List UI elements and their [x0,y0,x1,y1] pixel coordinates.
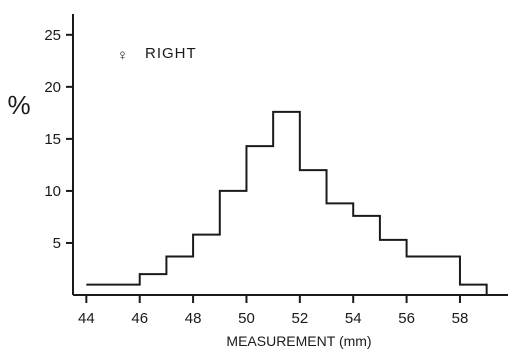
x-tick-label: 58 [452,310,469,327]
histogram-bin [86,285,139,295]
histogram-bin [407,256,460,295]
y-axis-label: % [7,90,30,120]
x-ticks: 44 46 48 50 52 54 56 58 [78,295,468,327]
histogram-bin [460,285,487,295]
histogram-bin [327,203,354,295]
legend: ♀ RIGHT [117,45,197,64]
y-tick-label: 5 [53,235,61,252]
histogram-bin [353,216,380,295]
x-tick-label: 46 [131,310,148,327]
x-tick-label: 44 [78,310,95,327]
x-tick-label: 48 [185,310,202,327]
y-tick-label: 10 [44,183,61,200]
histogram-bin [246,146,273,295]
histogram-bin [220,191,247,295]
y-tick-label: 15 [44,131,61,148]
axes [72,14,508,296]
legend-label: RIGHT [145,45,197,62]
histogram-bin [380,240,407,295]
x-tick-label: 52 [291,310,308,327]
histogram-bin [166,256,193,295]
histogram-bin [193,235,220,295]
histogram-bin [140,274,167,295]
histogram-outline [86,110,488,295]
y-ticks: 5 10 15 20 25 [44,27,73,252]
x-axis-label: MEASUREMENT (mm) [226,333,371,349]
y-tick-label: 25 [44,27,61,44]
histogram-bin [273,112,300,295]
female-symbol-icon: ♀ [117,47,129,64]
x-tick-label: 56 [398,310,415,327]
histogram-bins [86,110,488,295]
x-tick-label: 54 [345,310,362,327]
y-tick-label: 20 [44,79,61,96]
x-tick-label: 50 [238,310,255,327]
histogram-bin [300,170,327,295]
